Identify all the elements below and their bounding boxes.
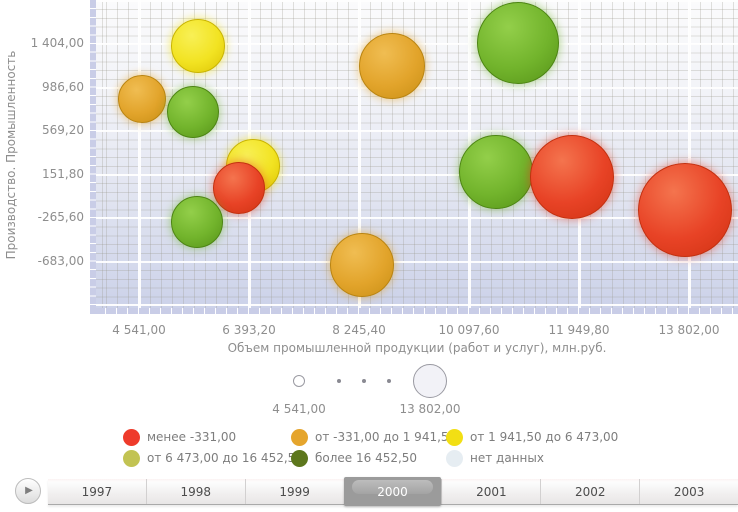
data-bubble-green[interactable] xyxy=(170,196,223,248)
legend-swatch-darkgreen xyxy=(291,449,308,467)
legend-item-olive[interactable]: от 6 473,00 до 16 452,50 xyxy=(123,449,303,467)
data-bubble-red[interactable] xyxy=(638,163,733,258)
y-axis-tick-label: 986,60 xyxy=(42,79,84,94)
data-bubble-red[interactable] xyxy=(213,162,265,215)
size-legend-max-circle xyxy=(413,364,447,398)
data-bubble-orange[interactable] xyxy=(330,233,394,298)
data-bubble-green[interactable] xyxy=(166,85,219,138)
year-button-2003[interactable]: 2003 xyxy=(639,479,738,504)
x-axis-tick-strip xyxy=(90,308,738,314)
major-gridline-horizontal xyxy=(96,217,738,219)
size-legend-dot xyxy=(362,379,366,383)
x-axis-tick-label: 6 393,20 xyxy=(222,323,276,337)
year-button-1998[interactable]: 1998 xyxy=(145,479,245,504)
legend-item-red[interactable]: менее -331,00 xyxy=(123,428,236,446)
major-gridline-horizontal xyxy=(96,0,738,2)
year-label: 2003 xyxy=(673,484,705,499)
legend-label: нет данных xyxy=(470,451,544,465)
play-icon: ▶ xyxy=(25,485,33,496)
legend-item-darkgreen[interactable]: более 16 452,50 xyxy=(291,449,417,467)
y-axis-tick-label: 1 404,00 xyxy=(30,36,84,50)
x-axis-tick-label: 13 802,00 xyxy=(658,323,720,337)
legend-swatch-orange xyxy=(291,428,308,446)
year-label: 2001 xyxy=(476,484,507,499)
year-label: 1998 xyxy=(180,484,212,499)
data-bubble-yellow[interactable] xyxy=(170,18,225,73)
major-gridline-vertical xyxy=(137,0,141,308)
year-button-2001[interactable]: 2001 xyxy=(441,479,541,504)
size-legend-min-label: 4 541,00 xyxy=(272,402,326,416)
year-label: 2002 xyxy=(574,484,606,499)
year-label: 1999 xyxy=(279,484,310,499)
legend-item-yellow[interactable]: от 1 941,50 до 6 473,00 xyxy=(446,428,618,446)
legend-label: от 6 473,00 до 16 452,50 xyxy=(147,451,303,465)
major-gridline-horizontal xyxy=(96,130,738,132)
legend-item-orange[interactable]: от -331,00 до 1 941,50 xyxy=(291,428,456,446)
legend-label: от -331,00 до 1 941,50 xyxy=(315,430,457,444)
legend-label: более 16 452,50 xyxy=(315,451,418,465)
major-gridline-horizontal xyxy=(96,260,738,263)
year-button-2002[interactable]: 2002 xyxy=(540,479,640,504)
x-axis-tick-label: 4 541,00 xyxy=(112,323,166,337)
year-timeline: 1997 1998 1999 2000 2001 2002 2003 xyxy=(48,477,738,506)
year-label: 1997 xyxy=(81,484,113,499)
legend-swatch-nodata xyxy=(446,449,463,467)
size-legend-dot xyxy=(337,379,341,383)
major-gridline-horizontal xyxy=(96,304,738,306)
y-axis-tick-strip xyxy=(90,0,96,308)
y-axis-tick-label: -265,60 xyxy=(37,210,84,224)
size-legend-min-circle xyxy=(293,375,305,387)
play-button[interactable]: ▶ xyxy=(15,478,41,504)
year-button-1997[interactable]: 1997 xyxy=(48,479,146,504)
data-bubble-orange[interactable] xyxy=(117,75,166,124)
x-axis-tick-label: 8 245,40 xyxy=(332,323,386,337)
major-gridline-horizontal xyxy=(96,173,738,176)
legend-swatch-red xyxy=(123,428,140,446)
year-button-1999[interactable]: 1999 xyxy=(244,479,344,504)
legend-label: от 1 941,50 до 6 473,00 xyxy=(470,430,619,444)
year-button-2000[interactable]: 2000 xyxy=(343,477,442,506)
size-legend-max-label: 13 802,00 xyxy=(399,402,461,416)
major-gridline-vertical xyxy=(687,0,691,308)
y-axis-tick-label: 569,20 xyxy=(42,123,84,137)
y-axis-tick-label: 151,80 xyxy=(42,166,84,181)
data-bubble-orange[interactable] xyxy=(358,32,425,99)
legend-item-nodata[interactable]: нет данных xyxy=(446,449,544,467)
year-label: 2000 xyxy=(377,484,408,499)
major-gridline-vertical xyxy=(357,0,361,308)
selected-year-pill xyxy=(352,480,433,494)
x-axis-tick-label: 10 097,60 xyxy=(438,323,500,337)
x-axis-title: Объем промышленной продукции (работ и ус… xyxy=(227,341,607,355)
y-axis-tick-label: -683,00 xyxy=(37,253,84,268)
legend-swatch-olive xyxy=(123,449,140,467)
legend-swatch-yellow xyxy=(446,428,463,446)
data-bubble-red[interactable] xyxy=(530,134,614,219)
data-bubble-green[interactable] xyxy=(458,134,533,209)
x-axis-tick-label: 11 949,80 xyxy=(548,323,610,337)
legend-label: менее -331,00 xyxy=(147,430,237,444)
size-legend-dot xyxy=(387,379,391,383)
data-bubble-green[interactable] xyxy=(476,1,559,84)
